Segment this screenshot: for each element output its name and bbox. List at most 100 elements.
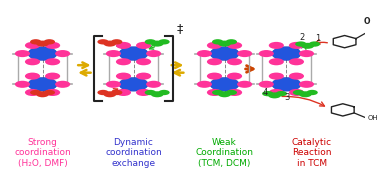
Circle shape (136, 58, 151, 65)
Circle shape (227, 42, 242, 49)
Circle shape (36, 91, 49, 97)
Circle shape (299, 50, 314, 57)
Text: Catalytic
Reaction
in TCM: Catalytic Reaction in TCM (292, 138, 332, 168)
Circle shape (30, 39, 42, 45)
Circle shape (269, 42, 284, 49)
Circle shape (293, 90, 304, 95)
Circle shape (227, 58, 242, 65)
Circle shape (226, 90, 237, 95)
Circle shape (295, 41, 307, 47)
Circle shape (197, 50, 212, 57)
Circle shape (207, 42, 222, 49)
Text: Weak
Coordination
(TCM, DCM): Weak Coordination (TCM, DCM) (195, 138, 254, 168)
Circle shape (15, 81, 30, 88)
Circle shape (136, 89, 151, 96)
Circle shape (116, 89, 131, 96)
Circle shape (158, 39, 170, 45)
Circle shape (119, 47, 148, 61)
Circle shape (28, 47, 57, 61)
Circle shape (98, 39, 109, 45)
Circle shape (116, 73, 131, 80)
Circle shape (136, 42, 151, 49)
Circle shape (158, 90, 170, 95)
Circle shape (309, 41, 320, 47)
Text: 1: 1 (315, 34, 320, 43)
Circle shape (36, 41, 49, 47)
Circle shape (136, 73, 151, 80)
Circle shape (44, 90, 55, 95)
Circle shape (212, 90, 223, 95)
Circle shape (207, 58, 222, 65)
Circle shape (106, 81, 121, 88)
Circle shape (15, 50, 30, 57)
Circle shape (210, 47, 239, 61)
Circle shape (119, 77, 148, 91)
Circle shape (227, 89, 242, 96)
Circle shape (25, 42, 40, 49)
Circle shape (237, 81, 252, 88)
Circle shape (104, 91, 116, 97)
Circle shape (212, 39, 223, 45)
Circle shape (237, 50, 252, 57)
Circle shape (299, 81, 314, 88)
Circle shape (289, 58, 304, 65)
Circle shape (151, 91, 164, 97)
Circle shape (55, 50, 70, 57)
Circle shape (207, 73, 222, 80)
Circle shape (227, 73, 242, 80)
Circle shape (197, 81, 212, 88)
Text: Dynamic
coordination
exchange: Dynamic coordination exchange (105, 138, 162, 168)
Circle shape (25, 58, 40, 65)
Circle shape (226, 39, 237, 45)
Circle shape (111, 39, 122, 45)
Circle shape (45, 89, 60, 96)
Circle shape (145, 90, 156, 95)
Text: 2: 2 (299, 33, 305, 42)
Circle shape (218, 41, 231, 47)
Circle shape (269, 58, 284, 65)
Circle shape (210, 77, 239, 91)
Circle shape (45, 58, 60, 65)
Circle shape (145, 39, 156, 45)
Circle shape (272, 77, 301, 91)
Circle shape (207, 89, 222, 96)
Circle shape (146, 81, 161, 88)
Circle shape (25, 73, 40, 80)
Circle shape (289, 89, 304, 96)
Text: Strong
coordination
(H₂O, DMF): Strong coordination (H₂O, DMF) (14, 138, 71, 168)
Circle shape (146, 50, 161, 57)
Circle shape (307, 90, 318, 95)
Circle shape (45, 73, 60, 80)
Text: O: O (364, 17, 370, 26)
Circle shape (111, 90, 122, 95)
Circle shape (28, 77, 57, 91)
Circle shape (55, 81, 70, 88)
Circle shape (276, 91, 287, 96)
Text: 4: 4 (263, 88, 268, 97)
Circle shape (98, 90, 109, 95)
Circle shape (259, 50, 274, 57)
Circle shape (269, 73, 284, 80)
Circle shape (289, 42, 304, 49)
Circle shape (151, 41, 164, 47)
Circle shape (268, 92, 281, 98)
Circle shape (218, 91, 231, 97)
Circle shape (262, 91, 273, 96)
Circle shape (30, 90, 42, 95)
Circle shape (104, 41, 116, 47)
Circle shape (301, 43, 314, 49)
Circle shape (116, 58, 131, 65)
Circle shape (299, 91, 312, 97)
Circle shape (45, 42, 60, 49)
Text: 3: 3 (284, 93, 290, 102)
Text: ‡: ‡ (176, 22, 183, 35)
Circle shape (106, 50, 121, 57)
Circle shape (25, 89, 40, 96)
Circle shape (116, 42, 131, 49)
Circle shape (44, 39, 55, 45)
Circle shape (259, 81, 274, 88)
Text: OH: OH (367, 115, 378, 121)
Circle shape (269, 89, 284, 96)
Circle shape (289, 73, 304, 80)
Circle shape (272, 47, 301, 61)
